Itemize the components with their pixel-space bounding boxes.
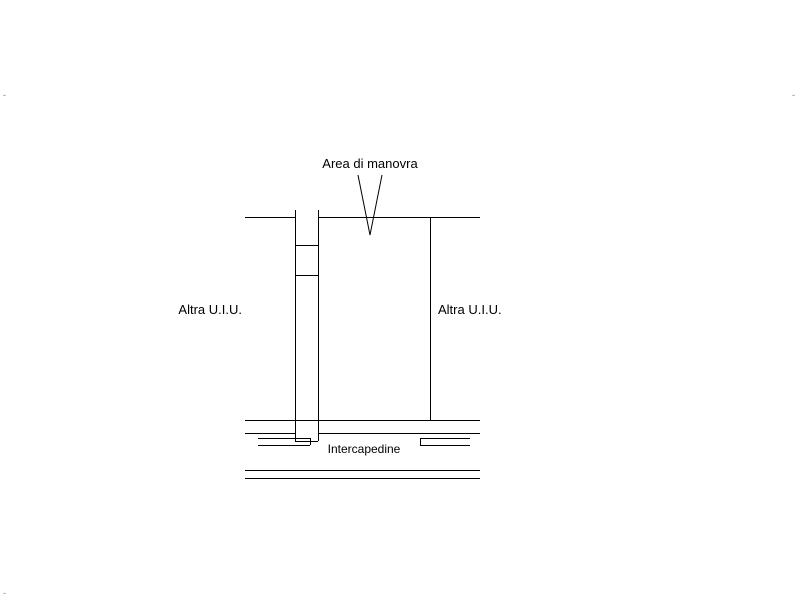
diagram-canvas: { "background_color": "#ffffff", "line_c… <box>0 0 800 600</box>
label-bottom: Intercapedine <box>325 442 404 456</box>
label-top: Area di manovra <box>322 156 417 171</box>
leader-arrow <box>0 0 800 600</box>
crop-tick-left: - <box>3 90 6 100</box>
label-left: Altra U.I.U. <box>178 302 242 317</box>
crop-tick-left2: - <box>3 588 6 598</box>
label-right: Altra U.I.U. <box>438 302 502 317</box>
crop-tick-right: - <box>792 90 795 100</box>
